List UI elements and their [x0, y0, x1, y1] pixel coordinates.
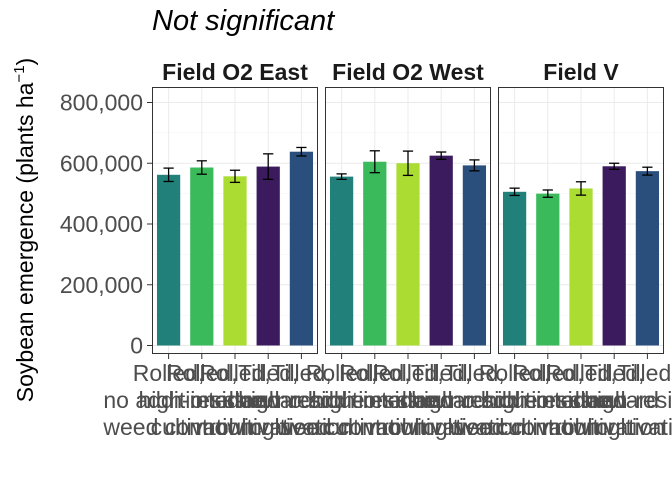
y-tick-label: 400,000 [60, 211, 143, 237]
bar [429, 155, 453, 346]
bar [329, 176, 354, 346]
bar [256, 166, 280, 346]
x-tick-label: Tilled, standard cultivation [217, 360, 319, 440]
x-tick-label: Rolled, high-residue cultivation [312, 360, 439, 440]
y-tick-label: 200,000 [60, 272, 143, 298]
bar [462, 165, 487, 346]
facet-panels: Field O2 East Rolled, no additional weed co… [102, 59, 672, 440]
y-axis-label-superscript: −1 [11, 65, 28, 82]
bar [156, 174, 181, 346]
x-tick-label: Rolled, no additional weed control [102, 360, 233, 440]
y-axis-label-close: ) [12, 58, 38, 66]
chart-title: Not significant [152, 5, 336, 37]
y-tick-label: 600,000 [60, 150, 143, 176]
bar [223, 176, 247, 346]
x-tick-label: Rolled, high-residue cultivation [139, 360, 266, 440]
bar [569, 188, 593, 346]
x-tick-label: Rolled, no additional weed control [275, 360, 406, 440]
x-tick-label: Rolled, high-residue cultivation [485, 360, 612, 440]
bar [190, 167, 214, 346]
bar [602, 166, 626, 346]
y-tick-label: 800,000 [60, 90, 143, 116]
bar [502, 191, 527, 346]
y-axis-label-main: Soybean emergence (plants ha [12, 82, 38, 402]
facet-panel: Field V Rolled, no additional weed controlR… [448, 59, 672, 440]
facet-panel: Field O2 West Rolled, no additional weed co… [275, 59, 537, 440]
facet-strip-label: Field V [543, 59, 619, 85]
bar [289, 151, 314, 346]
y-tick-label: 0 [130, 333, 143, 359]
bar [536, 193, 560, 346]
y-axis: 0 200,000 400,000 600,000 800,000 [60, 90, 152, 359]
x-tick-label: Rolled, no additional weed control [448, 360, 579, 440]
x-tick-label: Rolled, inter-row mowing [363, 360, 453, 440]
x-tick-label: Rolled, inter-row mowing [190, 360, 280, 440]
facet-panel: Field O2 East Rolled, no additional weed co… [102, 59, 364, 440]
x-tick-label: Rolled, inter-row mowing [536, 360, 626, 440]
bar [363, 161, 387, 346]
bar [635, 171, 660, 346]
x-tick-label: Tilled, standard cultivation [563, 360, 665, 440]
bar [396, 163, 420, 346]
facet-strip-label: Field O2 West [332, 59, 484, 85]
y-axis-label: Soybean emergence (plants ha−1) [11, 58, 38, 402]
facet-strip-label: Field O2 East [162, 59, 308, 85]
x-tick-label: Tilled, standard cultivation [390, 360, 492, 440]
